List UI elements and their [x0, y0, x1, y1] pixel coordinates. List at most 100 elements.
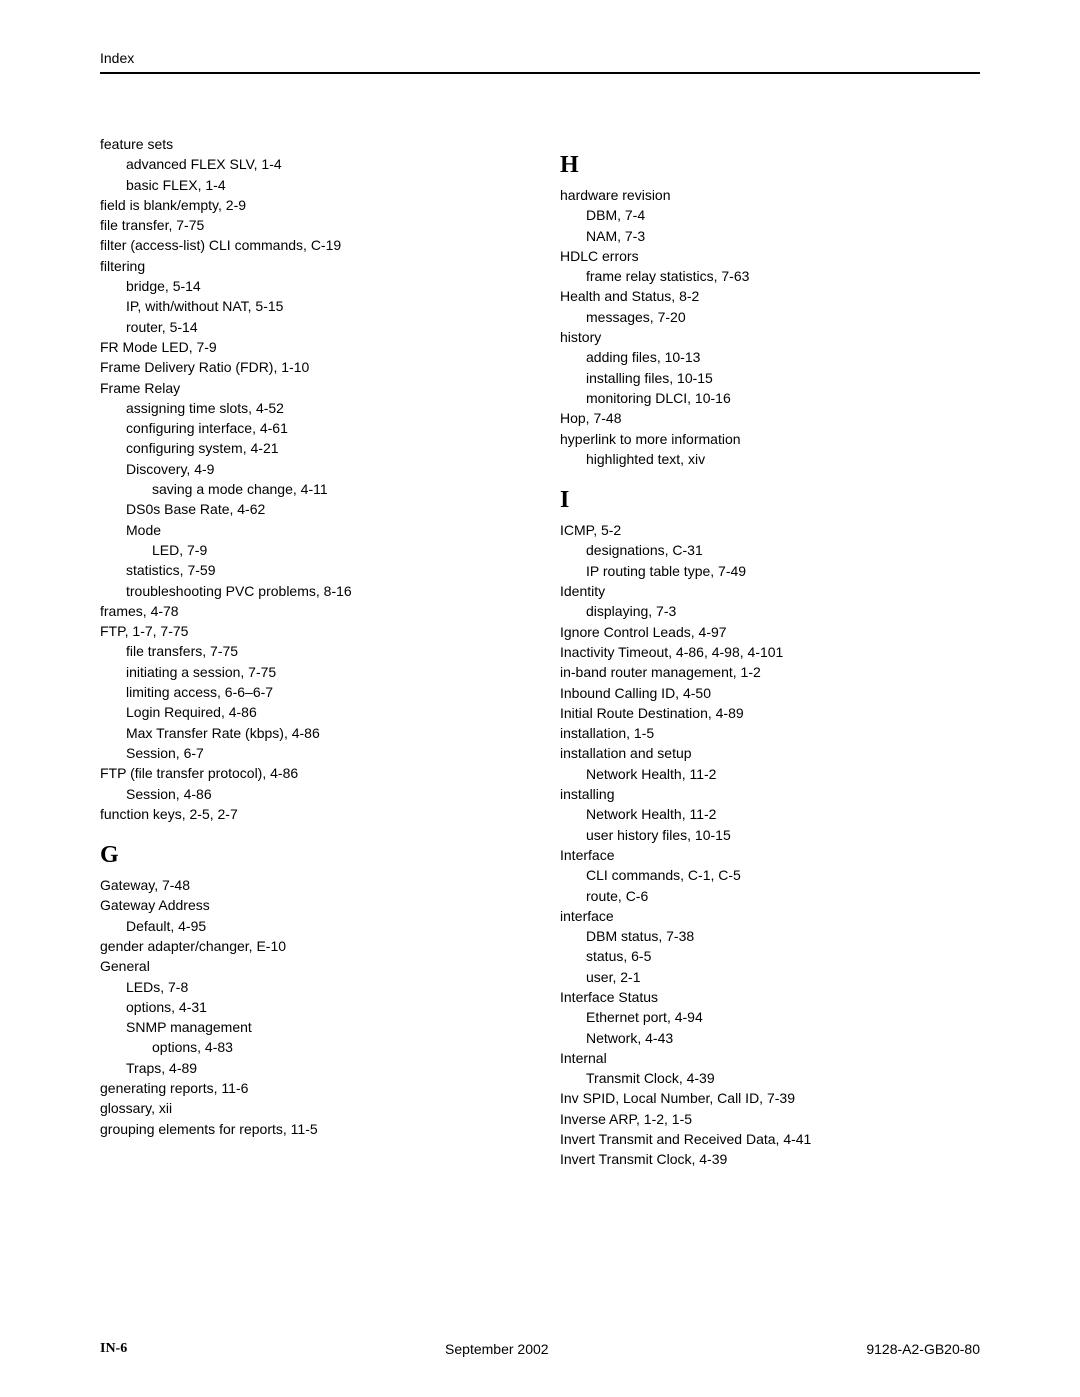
index-entry: frame relay statistics, 7-63	[560, 266, 980, 286]
doc-id: 9128-A2-GB20-80	[866, 1341, 980, 1357]
index-entry: Hop, 7-48	[560, 408, 980, 428]
index-entry: Ethernet port, 4-94	[560, 1007, 980, 1027]
index-entry: Frame Relay	[100, 378, 520, 398]
index-entry: configuring interface, 4-61	[100, 418, 520, 438]
index-entry: highlighted text, xiv	[560, 449, 980, 469]
index-entry: FR Mode LED, 7-9	[100, 337, 520, 357]
index-entry: installation, 1-5	[560, 723, 980, 743]
index-entry: DBM, 7-4	[560, 205, 980, 225]
index-entry: installing	[560, 784, 980, 804]
right-column: Hhardware revisionDBM, 7-4NAM, 7-3HDLC e…	[560, 134, 980, 1170]
index-entry: grouping elements for reports, 11-5	[100, 1119, 520, 1139]
index-entry: bridge, 5-14	[100, 276, 520, 296]
index-entry: Default, 4-95	[100, 916, 520, 936]
index-entry: Inactivity Timeout, 4-86, 4-98, 4-101	[560, 642, 980, 662]
section-head: I	[560, 487, 980, 514]
index-entry: Interface	[560, 845, 980, 865]
index-entry: history	[560, 327, 980, 347]
index-entry: Invert Transmit Clock, 4-39	[560, 1149, 980, 1169]
index-entry: Mode	[100, 520, 520, 540]
index-entry: General	[100, 956, 520, 976]
index-entry: FTP (file transfer protocol), 4-86	[100, 763, 520, 783]
index-entry: Invert Transmit and Received Data, 4-41	[560, 1129, 980, 1149]
index-entry: field is blank/empty, 2-9	[100, 195, 520, 215]
index-entry: gender adapter/changer, E-10	[100, 936, 520, 956]
index-entry: saving a mode change, 4-11	[100, 479, 520, 499]
index-entry: assigning time slots, 4-52	[100, 398, 520, 418]
index-entry: Network, 4-43	[560, 1028, 980, 1048]
index-entry: initiating a session, 7-75	[100, 662, 520, 682]
index-entry: Gateway Address	[100, 895, 520, 915]
index-entry: advanced FLEX SLV, 1-4	[100, 154, 520, 174]
index-entry: Inv SPID, Local Number, Call ID, 7-39	[560, 1088, 980, 1108]
index-entry: SNMP management	[100, 1017, 520, 1037]
index-entry: Discovery, 4-9	[100, 459, 520, 479]
index-entry: Network Health, 11-2	[560, 804, 980, 824]
page-number: IN-6	[100, 1341, 127, 1357]
page-header: Index	[100, 50, 980, 74]
index-entry: frames, 4-78	[100, 601, 520, 621]
index-entry: user, 2-1	[560, 967, 980, 987]
index-entry: Traps, 4-89	[100, 1058, 520, 1078]
index-entry: Session, 6-7	[100, 743, 520, 763]
index-entry: file transfers, 7-75	[100, 641, 520, 661]
index-entry: installing files, 10-15	[560, 368, 980, 388]
page-footer: IN-6 September 2002 9128-A2-GB20-80	[100, 1341, 980, 1357]
index-entry: CLI commands, C-1, C-5	[560, 865, 980, 885]
index-entry: LEDs, 7-8	[100, 977, 520, 997]
index-entry: Inverse ARP, 1-2, 1-5	[560, 1109, 980, 1129]
index-entry: user history files, 10-15	[560, 825, 980, 845]
index-entry: ICMP, 5-2	[560, 520, 980, 540]
index-entry: glossary, xii	[100, 1098, 520, 1118]
index-entry: Network Health, 11-2	[560, 764, 980, 784]
index-entry: filtering	[100, 256, 520, 276]
left-column: feature setsadvanced FLEX SLV, 1-4basic …	[100, 134, 520, 1170]
section-head: G	[100, 842, 520, 869]
index-entry: configuring system, 4-21	[100, 438, 520, 458]
index-entry: Login Required, 4-86	[100, 702, 520, 722]
index-entry: Identity	[560, 581, 980, 601]
index-entry: Frame Delivery Ratio (FDR), 1-10	[100, 357, 520, 377]
index-entry: adding files, 10-13	[560, 347, 980, 367]
index-entry: designations, C-31	[560, 540, 980, 560]
index-entry: generating reports, 11-6	[100, 1078, 520, 1098]
index-entry: file transfer, 7-75	[100, 215, 520, 235]
index-entry: statistics, 7-59	[100, 560, 520, 580]
index-columns: feature setsadvanced FLEX SLV, 1-4basic …	[100, 134, 980, 1170]
index-entry: installation and setup	[560, 743, 980, 763]
index-entry: Internal	[560, 1048, 980, 1068]
index-entry: router, 5-14	[100, 317, 520, 337]
index-entry: Ignore Control Leads, 4-97	[560, 622, 980, 642]
index-entry: in-band router management, 1-2	[560, 662, 980, 682]
index-entry: function keys, 2-5, 2-7	[100, 804, 520, 824]
index-entry: interface	[560, 906, 980, 926]
index-entry: displaying, 7-3	[560, 601, 980, 621]
index-entry: status, 6-5	[560, 946, 980, 966]
index-entry: feature sets	[100, 134, 520, 154]
index-entry: messages, 7-20	[560, 307, 980, 327]
index-entry: route, C-6	[560, 886, 980, 906]
index-entry: filter (access-list) CLI commands, C-19	[100, 235, 520, 255]
index-entry: IP, with/without NAT, 5-15	[100, 296, 520, 316]
index-entry: options, 4-83	[100, 1037, 520, 1057]
index-entry: IP routing table type, 7-49	[560, 561, 980, 581]
index-entry: hyperlink to more information	[560, 429, 980, 449]
index-entry: troubleshooting PVC problems, 8-16	[100, 581, 520, 601]
index-entry: HDLC errors	[560, 246, 980, 266]
index-entry: Initial Route Destination, 4-89	[560, 703, 980, 723]
index-entry: Max Transfer Rate (kbps), 4-86	[100, 723, 520, 743]
footer-date: September 2002	[445, 1341, 549, 1357]
index-entry: Transmit Clock, 4-39	[560, 1068, 980, 1088]
index-entry: Session, 4-86	[100, 784, 520, 804]
index-entry: Inbound Calling ID, 4-50	[560, 683, 980, 703]
index-entry: DS0s Base Rate, 4-62	[100, 499, 520, 519]
index-entry: Health and Status, 8-2	[560, 286, 980, 306]
index-entry: monitoring DLCI, 10-16	[560, 388, 980, 408]
index-entry: Gateway, 7-48	[100, 875, 520, 895]
index-entry: options, 4-31	[100, 997, 520, 1017]
index-entry: basic FLEX, 1-4	[100, 175, 520, 195]
index-entry: Interface Status	[560, 987, 980, 1007]
section-head: H	[560, 152, 980, 179]
index-entry: FTP, 1-7, 7-75	[100, 621, 520, 641]
index-entry: LED, 7-9	[100, 540, 520, 560]
